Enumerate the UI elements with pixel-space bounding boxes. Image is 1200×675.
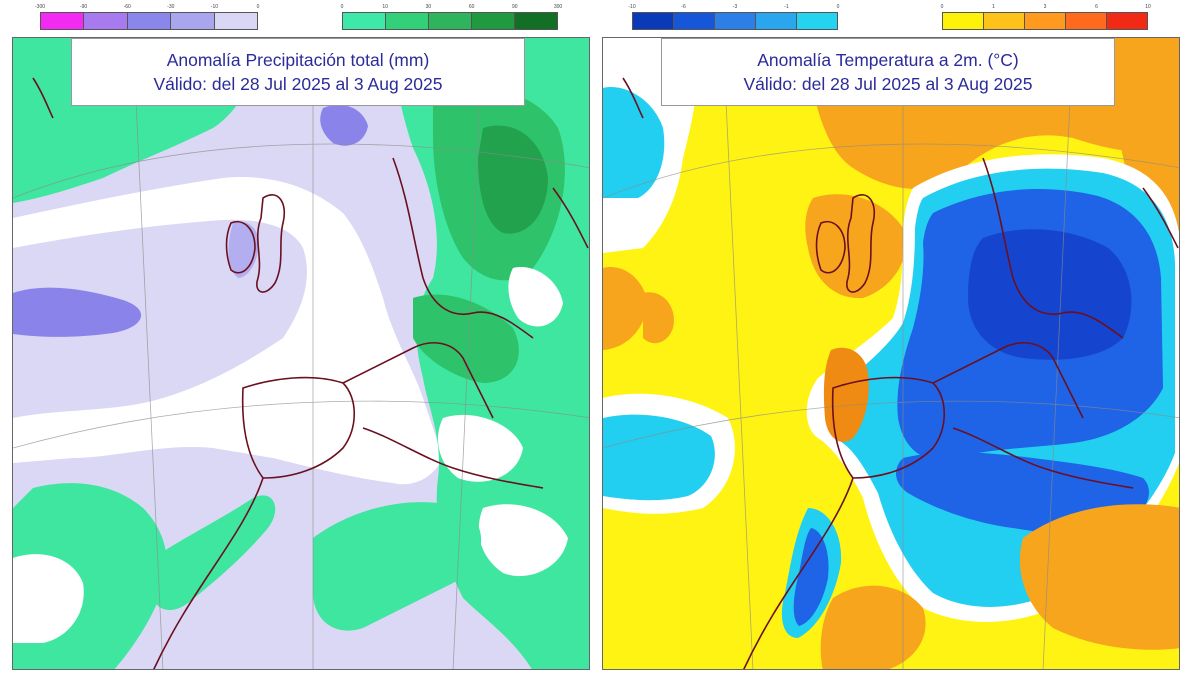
legend-tick-label: -60: [123, 4, 131, 10]
green-area-baltic-dark: [478, 125, 548, 234]
legend-tick-label: -1: [784, 4, 789, 10]
blue-area-africa-coast: [793, 528, 829, 626]
orange-area-africa-south: [820, 585, 926, 669]
legend-tick-label: 10: [1145, 4, 1151, 10]
legend-color-bar: [942, 12, 1148, 30]
precip-title-box: Anomalía Precipitación total (mm) Válido…: [71, 38, 525, 106]
legend-tick-label: -6: [681, 4, 686, 10]
green-area-mediterranean: [313, 502, 482, 631]
cyan-area-northwest: [603, 87, 665, 198]
temp-title-box: Anomalía Temperatura a 2m. (°C) Válido: …: [661, 38, 1115, 106]
legend-tick-label: 300: [553, 4, 563, 10]
precip-anomaly-map: Anomalía Precipitación total (mm) Válido…: [12, 37, 590, 670]
legend-tick-label: 0: [836, 4, 840, 10]
white-patch-east-1: [508, 267, 563, 327]
legend-tick-label: -300: [34, 4, 46, 10]
legend-swatch: [633, 13, 674, 29]
purple-area-atlantic: [13, 287, 142, 337]
legend-tick-label: -3: [732, 4, 738, 10]
legend-tick-label: 3: [1043, 4, 1047, 10]
legend-swatch: [127, 13, 172, 29]
legend-swatch: [797, 13, 837, 29]
legend-swatch: [171, 13, 215, 29]
white-patch-east-3: [478, 504, 568, 577]
green-area-central-europe: [413, 294, 519, 383]
legend-swatch: [41, 13, 85, 29]
legend-color-bar: [342, 12, 558, 30]
legend-tick-label: 0: [256, 4, 260, 10]
legend-tick-label: -30: [167, 4, 175, 10]
legend-swatch: [429, 13, 472, 29]
orange-area-atlantic: [603, 267, 648, 350]
legend-ticks: 0 10 30 60 90 300: [340, 4, 563, 11]
precip-legend-positive: 0 10 30 60 90 300: [340, 4, 563, 34]
legend-tick-label: 0: [340, 4, 344, 10]
legend-swatch: [943, 13, 984, 29]
temp-legend-positive: 0 1 3 6 10: [940, 4, 1151, 34]
precip-title: Anomalía Precipitación total (mm): [166, 50, 430, 70]
legend-swatch: [756, 13, 797, 29]
legend-tick-label: 1: [992, 4, 995, 10]
legend-swatch: [1066, 13, 1107, 29]
graticule: [13, 38, 589, 669]
legend-tick-label: 10: [382, 4, 388, 10]
legend-tick-label: 6: [1095, 4, 1098, 10]
legend-swatch: [84, 13, 128, 29]
legend-swatch: [674, 13, 715, 29]
legend-color-bar: [40, 12, 258, 30]
temp-validity: Válido: del 28 Jul 2025 al 3 Aug 2025: [743, 74, 1033, 94]
temp-title: Anomalía Temperatura a 2m. (°C): [757, 50, 1019, 70]
orange-area-atlantic-2: [643, 292, 674, 344]
precip-legend-negative: -300 -90 -60 -30 -10 0: [35, 4, 260, 34]
white-patch-east-2: [438, 414, 523, 482]
legend-color-bar: [632, 12, 838, 30]
legend-ticks: -10 -6 -3 -1 0: [628, 4, 840, 11]
legend-swatch: [472, 13, 515, 29]
legend-swatch: [386, 13, 429, 29]
legend-swatch: [343, 13, 386, 29]
legend-tick-label: 0: [940, 4, 944, 10]
legend-ticks: -300 -90 -60 -30 -10 0: [35, 4, 260, 11]
orange-area-africa-east: [1019, 504, 1179, 650]
legend-swatch: [1107, 13, 1147, 29]
legend-tick-label: 90: [512, 4, 518, 10]
precip-validity: Válido: del 28 Jul 2025 al 3 Aug 2025: [153, 74, 443, 94]
legend-tick-label: -10: [210, 4, 219, 10]
legend-swatch: [1025, 13, 1066, 29]
green-area-morocco: [152, 495, 276, 611]
purple-area-north: [320, 104, 368, 146]
white-band-north: [13, 177, 443, 485]
white-patch-southwest: [13, 554, 84, 643]
coastlines: [622, 77, 1179, 669]
temp-map-canvas: [603, 38, 1179, 669]
legend-tick-label: -10: [628, 4, 636, 10]
orange-area-northeast: [1111, 38, 1179, 237]
orange-area-iberia: [823, 347, 869, 442]
dark-blue-area-central: [968, 229, 1132, 360]
legend-swatch: [715, 13, 756, 29]
legend-swatch: [515, 13, 557, 29]
legend-tick-label: 60: [468, 4, 475, 10]
cyan-area-west-atlantic: [603, 414, 715, 501]
coastlines: [32, 77, 589, 669]
legend-swatch: [984, 13, 1025, 29]
graticule: [603, 38, 1179, 669]
legend-swatch: [214, 13, 258, 29]
legend-tick-label: -90: [79, 4, 88, 10]
legend-tick-label: 30: [425, 4, 432, 10]
precip-map-canvas: [13, 38, 589, 669]
temp-legend-negative: -10 -6 -3 -1 0: [628, 4, 840, 34]
legend-ticks: 0 1 3 6 10: [940, 4, 1151, 11]
temp-anomaly-map: Anomalía Temperatura a 2m. (°C) Válido: …: [602, 37, 1180, 670]
